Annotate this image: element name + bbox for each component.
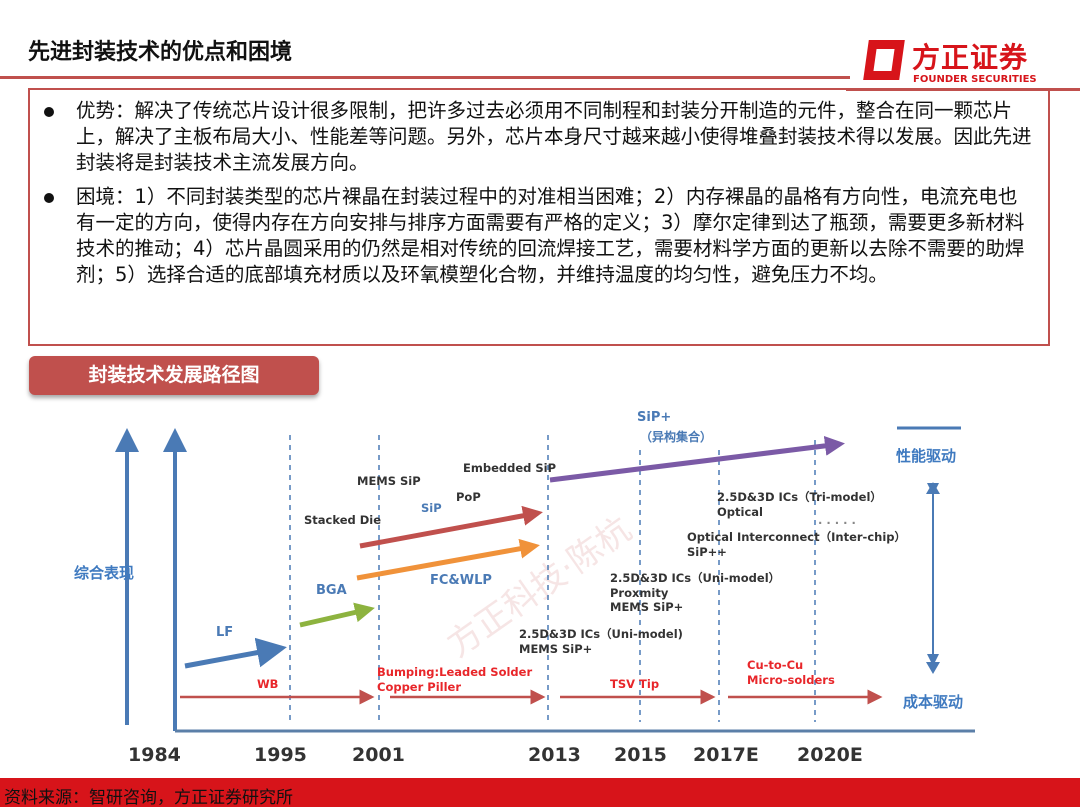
label-stacked-die: Stacked Die bbox=[304, 513, 382, 527]
label-sip: SiP bbox=[421, 501, 442, 515]
year-label: 2001 bbox=[352, 744, 405, 766]
year-label: 2015 bbox=[614, 744, 667, 766]
bullet-text: 困境：1）不同封装类型的芯片裸晶在封装过程中的对准相当困难；2）内存裸晶的晶格有… bbox=[76, 185, 1025, 286]
label-proxmity: Proxmity bbox=[610, 586, 669, 600]
label-bga: BGA bbox=[316, 583, 347, 598]
label-optical: Optical bbox=[717, 505, 763, 519]
arrow-stacked-sip bbox=[359, 505, 543, 549]
bullet-text: 优势：解决了传统芯片设计很多限制，把许多过去必须用不同制程和封装分开制造的元件，… bbox=[76, 99, 1032, 174]
bullet-difficulties: 困境：1）不同封装类型的芯片裸晶在封装过程中的对准相当困难；2）内存裸晶的晶格有… bbox=[42, 184, 1034, 288]
arrow-bga bbox=[299, 602, 375, 628]
label-sip-plus-cn: （异构集合） bbox=[640, 430, 713, 444]
header-divider bbox=[0, 76, 850, 79]
page-title: 先进封装技术的优点和困境 bbox=[28, 40, 293, 65]
label-mems-sip: MEMS SiP bbox=[357, 474, 421, 488]
label-ic-tri: 2.5D&3D ICs（Tri-model） bbox=[717, 490, 882, 504]
label-mems-sip-plus-1: MEMS SiP+ bbox=[519, 642, 593, 656]
year-label: 2013 bbox=[528, 744, 581, 766]
summary-box: 优势：解决了传统芯片设计很多限制，把许多过去必须用不同制程和封装分开制造的元件，… bbox=[28, 88, 1050, 346]
logo-text-cn: 方正证券 bbox=[912, 41, 1029, 74]
label-cu-to-cu: Cu-to-Cu bbox=[747, 658, 804, 672]
label-copper-piller: Copper Piller bbox=[377, 680, 462, 694]
legend-arrow-down-icon bbox=[926, 662, 940, 674]
arrow-sip-plus bbox=[549, 435, 845, 483]
source-note: 资料来源：智研咨询，方正证券研究所 bbox=[4, 788, 293, 808]
label-sip-plus-plus: SiP++ bbox=[687, 545, 727, 559]
label-mems-sip-plus-2: MEMS SiP+ bbox=[610, 600, 684, 614]
label-ic-uni-1: 2.5D&3D ICs（Uni-model) bbox=[519, 627, 683, 641]
bullet-dot-icon bbox=[44, 107, 54, 117]
label-tsv-tip: TSV Tip bbox=[610, 677, 660, 691]
logo-mark-icon bbox=[863, 40, 905, 80]
label-optical-interconnect: Optical Interconnect（Inter-chip） bbox=[687, 530, 906, 544]
figure-banner: 封装技术发展路径图 bbox=[29, 356, 319, 395]
founder-securities-logo: 方正证券 FOUNDER SECURITIES bbox=[863, 36, 1046, 86]
bullet-dot-icon bbox=[44, 193, 54, 203]
year-label: 1995 bbox=[254, 744, 307, 766]
label-micro-solders: Micro-solders bbox=[747, 673, 835, 687]
y-axis-label: 综合表现 bbox=[74, 564, 135, 582]
footer-bar bbox=[0, 778, 1080, 807]
label-fc-wlp: FC&WLP bbox=[430, 573, 492, 588]
label-pop: PoP bbox=[456, 490, 481, 504]
label-wb: WB bbox=[257, 677, 279, 691]
year-label: 2017E bbox=[693, 744, 759, 766]
label-bumping: Bumping:Leaded Solder bbox=[377, 665, 533, 679]
label-sip-plus: SiP+ bbox=[637, 410, 672, 425]
arrow-lf bbox=[184, 637, 287, 669]
legend-perf-label: 性能驱动 bbox=[896, 447, 957, 465]
logo-text-en: FOUNDER SECURITIES bbox=[913, 74, 1037, 85]
legend-arrow-up-icon bbox=[926, 482, 940, 494]
legend-cost-label: 成本驱动 bbox=[903, 693, 964, 711]
label-embedded-sip: Embedded SiP bbox=[463, 461, 557, 475]
label-ic-uni-2: 2.5D&3D ICs（Uni-model） bbox=[610, 571, 781, 585]
label-lf: LF bbox=[216, 625, 234, 640]
year-label: 1984 bbox=[128, 744, 181, 766]
label-ellipsis: . . . . . bbox=[818, 513, 856, 527]
bullet-advantages: 优势：解决了传统芯片设计很多限制，把许多过去必须用不同制程和封装分开制造的元件，… bbox=[42, 98, 1034, 176]
year-label: 2020E bbox=[797, 744, 863, 766]
